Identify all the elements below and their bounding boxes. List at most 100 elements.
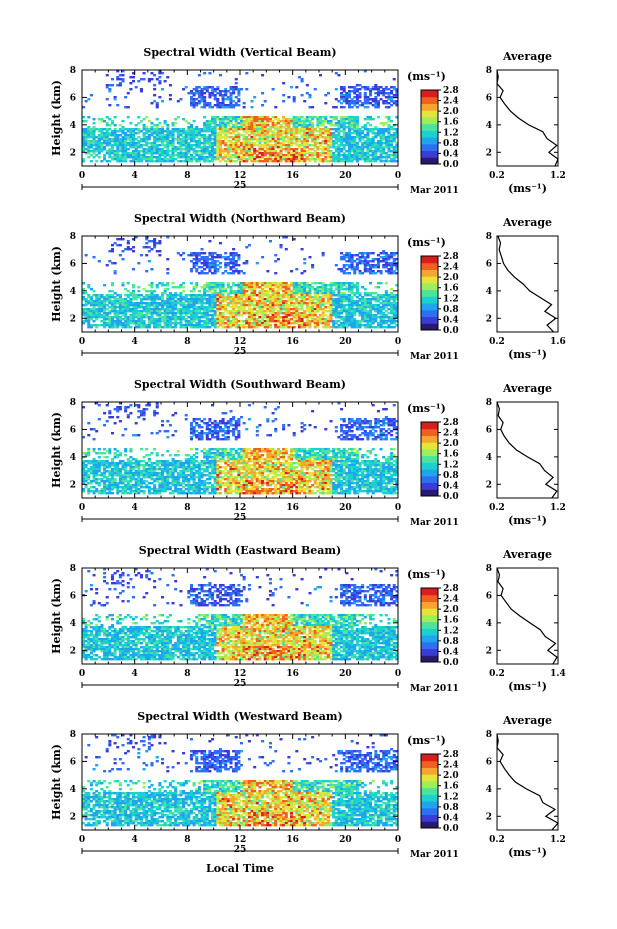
heatmap-cell xyxy=(350,314,354,317)
heatmap-cell xyxy=(340,298,344,301)
heatmap-cell xyxy=(218,104,222,107)
heatmap-cell xyxy=(321,146,325,149)
heatmap-cell xyxy=(232,88,236,91)
heatmap-cell xyxy=(87,116,91,119)
heatmap-cell xyxy=(390,310,394,313)
heatmap-cell xyxy=(263,118,267,121)
heatmap-cell xyxy=(124,326,128,329)
heatmap-cell xyxy=(374,306,378,309)
heatmap-cell xyxy=(240,134,244,137)
heatmap-cell xyxy=(279,246,283,249)
heatmap-cell xyxy=(337,320,341,323)
heatmap-cell xyxy=(208,124,212,127)
heatmap-cell xyxy=(213,266,217,269)
heatmap-cell xyxy=(366,146,370,149)
heatmap-cell xyxy=(155,294,159,297)
heatmap-cell xyxy=(116,302,120,305)
heatmap-cell xyxy=(347,140,351,143)
heatmap-cell xyxy=(229,326,233,329)
heatmap-cell xyxy=(376,140,380,143)
heatmap-cell xyxy=(326,298,330,301)
heatmap-cell xyxy=(218,262,222,265)
heatmap-cell xyxy=(189,298,193,301)
heatmap-cell xyxy=(208,282,212,285)
heatmap-cell xyxy=(211,266,215,269)
heatmap-cell xyxy=(245,290,249,293)
heatmap-cell xyxy=(300,152,304,155)
heatmap-cell xyxy=(103,296,107,299)
heatmap-cell xyxy=(329,136,333,139)
heatmap-cell xyxy=(305,146,309,149)
heatmap-cell xyxy=(132,136,136,139)
heatmap-cell xyxy=(319,116,323,119)
heatmap-cell xyxy=(345,94,349,97)
heatmap-cell xyxy=(361,158,365,161)
heatmap-cell xyxy=(189,326,193,329)
heatmap-cell xyxy=(195,128,199,131)
heatmap-cell xyxy=(284,316,288,319)
heatmap-cell xyxy=(137,156,141,159)
heatmap-cell xyxy=(184,130,188,133)
heatmap-cell xyxy=(232,320,236,323)
heatmap-cell xyxy=(342,254,346,257)
heatmap-cell xyxy=(134,302,138,305)
heatmap-cell xyxy=(282,308,286,311)
heatmap-cell xyxy=(303,140,307,143)
heatmap-cell xyxy=(263,294,267,297)
heatmap-cell xyxy=(84,132,88,135)
heatmap-cell xyxy=(255,134,259,137)
heatmap-cell xyxy=(118,156,122,159)
heatmap-cell xyxy=(258,300,262,303)
heatmap-cell xyxy=(274,318,278,321)
heatmap-cell xyxy=(234,124,238,127)
heatmap-cell xyxy=(329,288,333,291)
heatmap-cell xyxy=(321,120,325,123)
heatmap-cell xyxy=(395,116,399,119)
heatmap-cell xyxy=(261,126,265,129)
heatmap-cell xyxy=(329,302,333,305)
heatmap-cell xyxy=(124,300,128,303)
heatmap-cell xyxy=(247,302,251,305)
heatmap-cell xyxy=(205,124,209,127)
heatmap-cell xyxy=(174,308,178,311)
heatmap-cell xyxy=(218,242,222,245)
heatmap-cell xyxy=(221,116,225,119)
heatmap-cell xyxy=(326,322,330,325)
heatmap-cell xyxy=(129,140,133,143)
heatmap-cell xyxy=(134,326,138,329)
heatmap-cell xyxy=(92,128,96,131)
heatmap-cell xyxy=(205,284,209,287)
heatmap-cell xyxy=(253,96,257,99)
heatmap-cell xyxy=(108,154,112,157)
heatmap-cell xyxy=(87,126,91,129)
heatmap-cell xyxy=(240,284,244,287)
heatmap-cell xyxy=(110,248,114,251)
heatmap-cell xyxy=(89,150,93,153)
heatmap-cell xyxy=(369,260,373,263)
heatmap-cell xyxy=(95,296,99,299)
heatmap-cell xyxy=(168,324,172,327)
heatmap-cell xyxy=(337,154,341,157)
heatmap-cell xyxy=(305,140,309,143)
heatmap-cell xyxy=(150,134,154,137)
heatmap-cell xyxy=(242,320,246,323)
heatmap-cell xyxy=(150,156,154,159)
heatmap-cell xyxy=(203,128,207,131)
heatmap-cell xyxy=(345,312,349,315)
heatmap-cell xyxy=(110,146,114,149)
heatmap-cell xyxy=(234,104,238,107)
heatmap-cell xyxy=(361,260,365,263)
heatmap-cell xyxy=(319,154,323,157)
heatmap-cell xyxy=(334,300,338,303)
heatmap-cell xyxy=(155,130,159,133)
heatmap-cell xyxy=(347,258,351,261)
heatmap-cell xyxy=(361,310,365,313)
heatmap-cell xyxy=(390,90,394,93)
heatmap-cell xyxy=(379,122,383,125)
heatmap-cell xyxy=(205,316,209,319)
heatmap-cell xyxy=(182,258,186,261)
heatmap-cell xyxy=(195,308,199,311)
heatmap-cell xyxy=(276,118,280,121)
heatmap-cell xyxy=(240,120,244,123)
heatmap-cell xyxy=(282,282,286,285)
